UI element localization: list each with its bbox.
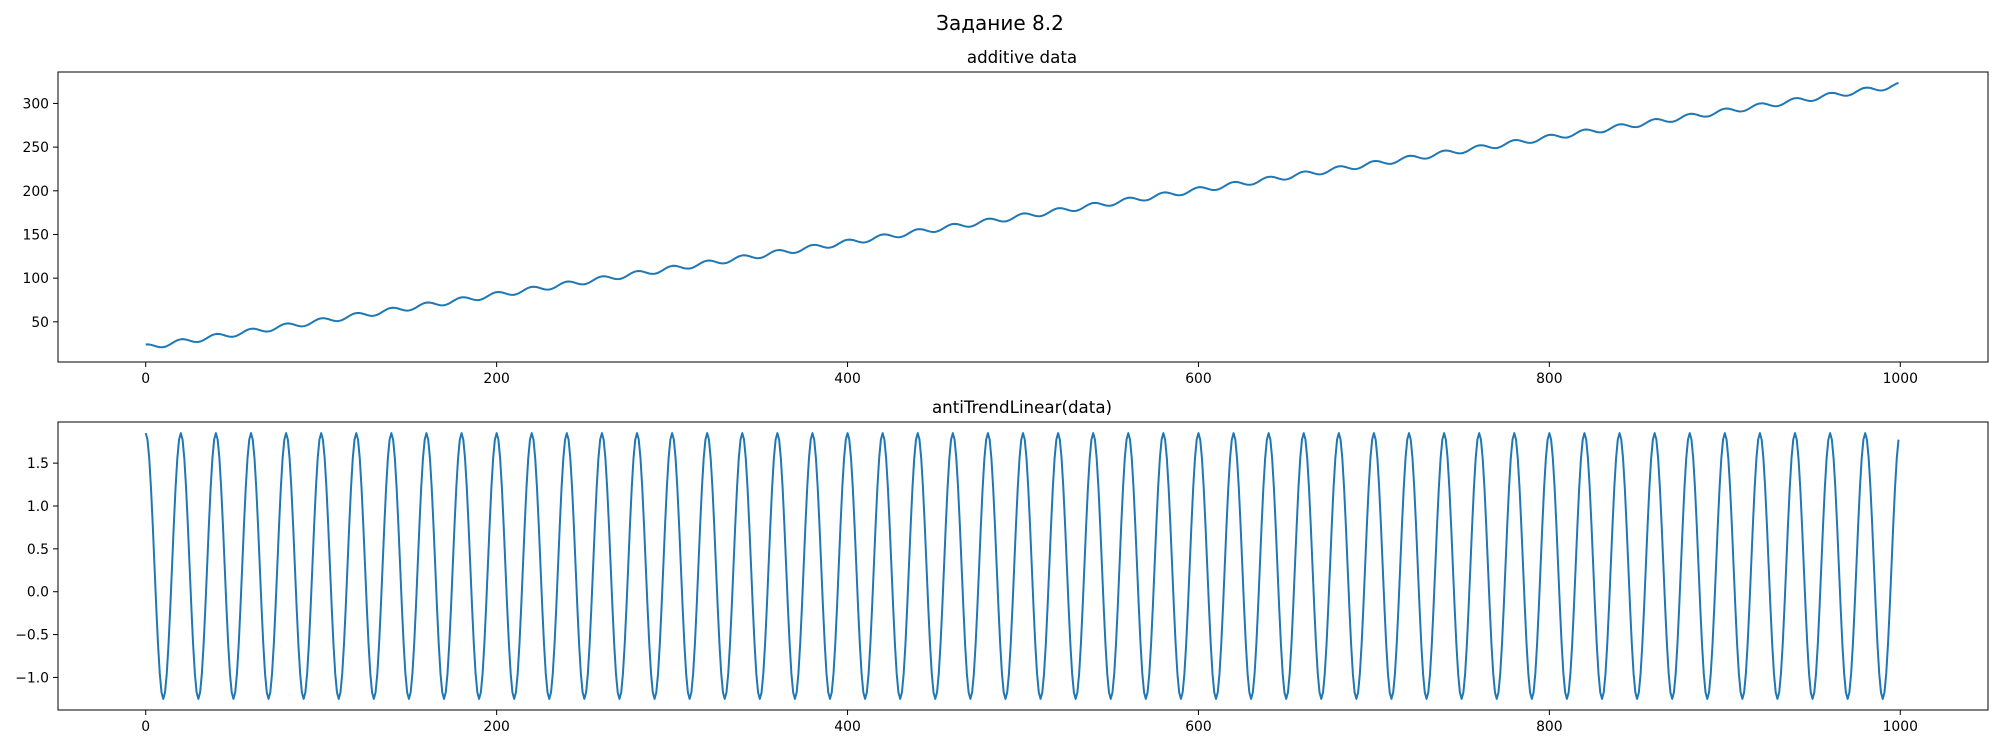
- figure-title: Задание 8.2: [936, 11, 1064, 35]
- axes-frame: [57, 71, 1989, 363]
- series-line-0: [144, 432, 1900, 700]
- y-tick-label: 300: [22, 96, 49, 112]
- y-axis-ticks: 50 100 150 200 250 300: [22, 96, 58, 331]
- x-tick-label: 400: [834, 719, 861, 735]
- series-layer: [144, 432, 1900, 700]
- x-tick-label: 200: [483, 719, 510, 735]
- y-tick-label: 250: [22, 140, 49, 156]
- axes-frame: [57, 421, 1989, 711]
- x-tick-label: 1000: [1883, 371, 1918, 387]
- x-tick-label: 400: [834, 371, 861, 387]
- y-tick-label: 1.0: [27, 499, 49, 515]
- y-tick-label: −0.5: [15, 628, 49, 644]
- y-tick-label: 200: [22, 184, 49, 200]
- plot-title: additive data: [967, 47, 1077, 67]
- x-tick-label: 600: [1185, 371, 1212, 387]
- x-tick-label: 0: [141, 719, 150, 735]
- y-tick-label: 100: [22, 271, 49, 287]
- plot-additive-data: additive data 0 200 400 600 800 1000 50 100 150…: [22, 47, 1989, 387]
- y-tick-label: 50: [31, 315, 49, 331]
- plot-title: antiTrendLinear(data): [932, 397, 1112, 417]
- plot-anti-trend-linear: antiTrendLinear(data) 0 200 400 600 800 1000 …: [15, 397, 1989, 735]
- x-tick-label: 200: [483, 371, 510, 387]
- y-tick-label: 1.5: [27, 456, 49, 472]
- y-tick-label: −1.0: [15, 670, 49, 686]
- x-axis-ticks: 0 200 400 600 800 1000: [141, 362, 1918, 387]
- x-tick-label: 0: [141, 371, 150, 387]
- series-layer: [145, 81, 1899, 349]
- x-tick-label: 600: [1185, 719, 1212, 735]
- x-tick-label: 800: [1536, 719, 1563, 735]
- x-tick-label: 800: [1536, 371, 1563, 387]
- x-tick-label: 1000: [1883, 719, 1918, 735]
- series-line-0: [145, 81, 1899, 349]
- y-tick-label: 0.0: [27, 585, 49, 601]
- y-tick-label: 0.5: [27, 542, 49, 558]
- y-tick-label: 150: [22, 227, 49, 243]
- x-axis-ticks: 0 200 400 600 800 1000: [141, 710, 1918, 735]
- y-axis-ticks: −1.0 −0.5 0.0 0.5 1.0 1.5: [15, 456, 58, 686]
